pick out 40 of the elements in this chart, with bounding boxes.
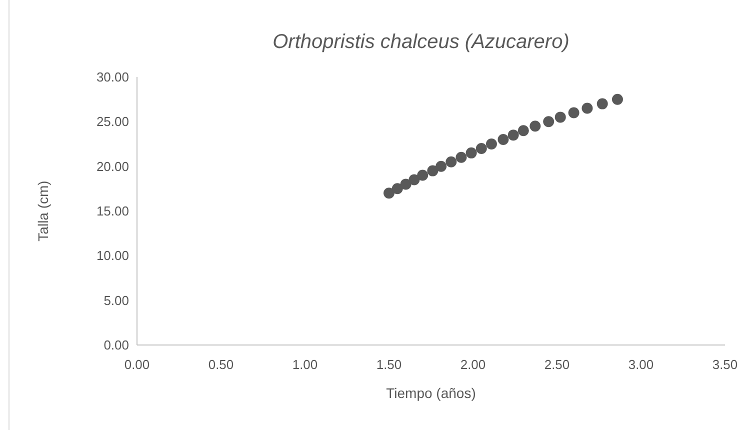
- x-tick-label: 2.50: [544, 357, 570, 372]
- point: [466, 147, 477, 158]
- point: [518, 125, 529, 136]
- point: [427, 165, 438, 176]
- point: [508, 130, 519, 141]
- x-tick-label: 1.50: [376, 357, 402, 372]
- y-tick-label: 30.00: [96, 70, 129, 85]
- point: [543, 116, 554, 128]
- x-tick-label: 0.50: [208, 357, 234, 372]
- chart-title: Orthopristis chalceus (Azucarero): [272, 31, 570, 53]
- point: [486, 138, 497, 150]
- x-tick-label: 3.00: [628, 357, 654, 372]
- y-tick-label: 15.00: [96, 204, 129, 219]
- y-axis-title: Talla (cm): [35, 180, 51, 242]
- point: [417, 170, 428, 181]
- point: [554, 112, 566, 123]
- point: [568, 107, 580, 118]
- x-tick-label: 1.00: [292, 357, 318, 372]
- point: [408, 174, 420, 186]
- point: [446, 156, 457, 168]
- x-tick-label: 2.00: [460, 357, 486, 372]
- point: [596, 98, 608, 110]
- point: [530, 120, 541, 132]
- x-tick-label: 3.50: [712, 357, 738, 372]
- x-axis-title: Tiempo (años): [386, 385, 476, 401]
- point: [612, 94, 623, 105]
- point: [582, 102, 593, 114]
- point: [456, 152, 467, 163]
- point: [476, 142, 487, 154]
- y-tick-label: 0.00: [104, 338, 129, 353]
- point: [392, 183, 403, 194]
- point: [400, 178, 412, 190]
- x-tick-label: 0.00: [124, 357, 150, 372]
- point: [498, 134, 509, 146]
- point: [436, 160, 447, 172]
- y-tick-label: 20.00: [96, 158, 129, 174]
- y-tick-label: 10.00: [96, 248, 129, 264]
- y-tick-label: 5.00: [104, 292, 129, 308]
- point: [384, 188, 394, 199]
- y-tick-label: 25.00: [96, 114, 129, 130]
